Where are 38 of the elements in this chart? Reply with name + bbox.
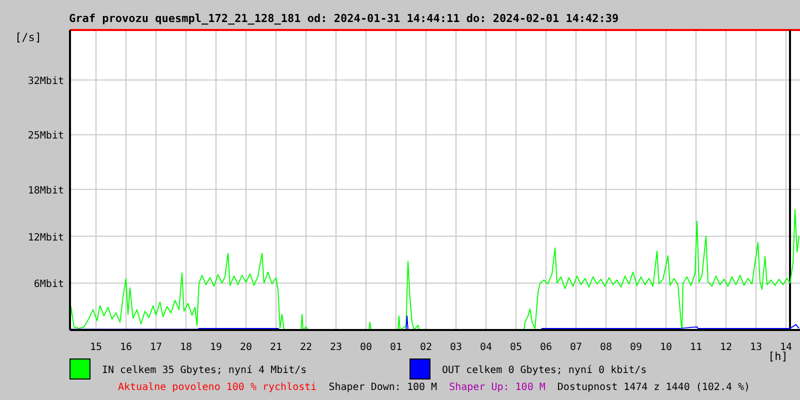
text: Dostupnost 1474 z 1440 (102.4 %) bbox=[557, 382, 750, 393]
y-tick-label: 6Mbit bbox=[34, 279, 64, 290]
x-tick-label: 22 bbox=[300, 342, 312, 353]
x-tick-label: 15 bbox=[90, 342, 102, 353]
x-tick-label: 08 bbox=[600, 342, 612, 353]
x-tick-label: 00 bbox=[360, 342, 372, 353]
x-tick-label: 18 bbox=[180, 342, 192, 353]
x-tick-label: 11 bbox=[690, 342, 702, 353]
text: Shaper Up: 100 M bbox=[449, 382, 546, 393]
x-tick-label: 07 bbox=[570, 342, 582, 353]
text: Shaper Down: 100 M bbox=[328, 382, 438, 393]
x-tick-label: 23 bbox=[330, 342, 342, 353]
x-tick-label: 10 bbox=[660, 342, 672, 353]
chart-title: Graf provozu quesmpl_172_21_128_181 od: 2024-01-31 14:44:11 do: 2024-02-01 14:42:39 bbox=[69, 12, 619, 25]
x-tick-label: 04 bbox=[480, 342, 492, 353]
x-tick-label: 03 bbox=[450, 342, 462, 353]
x-tick-label: 09 bbox=[630, 342, 642, 353]
legend-label: IN celkem 35 Gbytes; nyní 4 Mbit/s bbox=[102, 365, 307, 376]
text: Aktualne povoleno 100 % rychlosti bbox=[118, 382, 317, 393]
legend-label: OUT celkem 0 Gbytes; nyní 0 kbit/s bbox=[442, 365, 647, 376]
x-tick-label: 19 bbox=[210, 342, 222, 353]
x-tick-label: 20 bbox=[240, 342, 252, 353]
x-tick-label: 21 bbox=[270, 342, 282, 353]
y-tick-label: 32Mbit bbox=[28, 76, 64, 87]
x-tick-label: 14 bbox=[780, 342, 792, 353]
x-tick-label: 01 bbox=[390, 342, 402, 353]
x-tick-label: 16 bbox=[120, 342, 132, 353]
y-tick-label: 25Mbit bbox=[28, 130, 64, 142]
x-axis-title: [h] bbox=[768, 350, 788, 363]
x-tick-label: 06 bbox=[540, 342, 552, 353]
y-axis-title: [/s] bbox=[15, 31, 42, 44]
x-tick-label: 13 bbox=[750, 342, 762, 353]
x-tick-label: 17 bbox=[150, 342, 162, 353]
y-tick-label: 18Mbit bbox=[28, 185, 64, 196]
x-tick-label: 02 bbox=[420, 342, 432, 353]
x-tick-label: 12 bbox=[720, 342, 732, 353]
y-tick-label: 12Mbit bbox=[28, 232, 64, 244]
x-tick-label: 05 bbox=[510, 342, 522, 353]
